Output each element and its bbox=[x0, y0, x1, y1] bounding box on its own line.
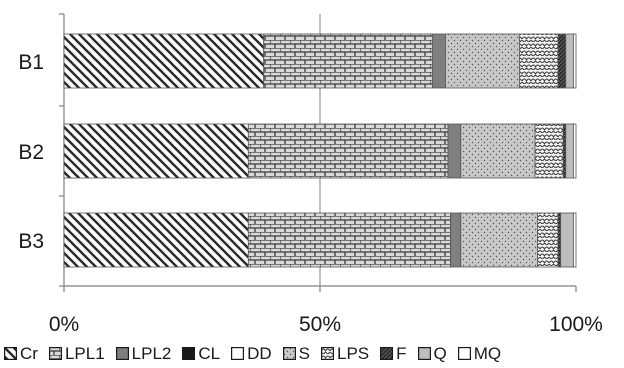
bar-b1-mq bbox=[573, 33, 577, 89]
bar-b3-lps bbox=[537, 212, 559, 268]
legend-swatch-f bbox=[380, 346, 394, 360]
x-tick-label: 100% bbox=[549, 313, 603, 336]
category-label-b2: B2 bbox=[18, 141, 44, 164]
bar-b2-mq bbox=[573, 123, 577, 179]
x-tick-label: 0% bbox=[49, 313, 79, 336]
legend-swatch-dd bbox=[231, 346, 245, 360]
legend-item-f: F bbox=[380, 343, 407, 363]
bar-b3-lpl2 bbox=[450, 212, 462, 268]
stacked-bar-chart: B1 B2 B3 0% 50% 100% bbox=[18, 13, 603, 336]
legend-item-q: Q bbox=[417, 343, 447, 363]
bar-segments bbox=[63, 33, 577, 268]
legend-label: Cr bbox=[20, 343, 38, 363]
legend-label: CL bbox=[198, 343, 221, 363]
bar-b2-lpl1 bbox=[247, 123, 449, 179]
legend-label: LPL2 bbox=[131, 343, 172, 363]
bar-b1-q bbox=[565, 33, 574, 89]
legend-item-lpl1: LPL1 bbox=[48, 343, 105, 363]
legend-swatch-cl bbox=[182, 346, 196, 360]
legend-label: DD bbox=[247, 343, 272, 363]
legend-item-cr: Cr bbox=[4, 345, 38, 362]
bar-b3-mq bbox=[573, 212, 577, 268]
bar-b3-s bbox=[460, 212, 538, 268]
bar-b2-lps bbox=[534, 123, 564, 179]
legend-item-s: S bbox=[282, 343, 310, 363]
bar-b3-q bbox=[560, 212, 574, 268]
bar-b3-lpl1 bbox=[247, 212, 451, 268]
legend-item-lpl2: LPL2 bbox=[115, 343, 172, 363]
legend-item-dd: DD bbox=[231, 345, 272, 362]
bar-b2-lpl2 bbox=[447, 123, 462, 179]
legend-label: Q bbox=[433, 343, 447, 363]
bar-b2-q bbox=[565, 123, 574, 179]
legend-swatch-q bbox=[417, 346, 431, 360]
legend-label: LPS bbox=[337, 343, 370, 363]
category-labels: B1 B2 B3 bbox=[18, 51, 44, 253]
legend-swatch-lpl2 bbox=[115, 346, 129, 360]
bar-b1-s bbox=[445, 33, 521, 89]
x-axis-ticks bbox=[63, 286, 577, 292]
y-axis-ticks bbox=[59, 13, 64, 287]
x-tick-label: 50% bbox=[299, 313, 341, 336]
legend-swatch-lps bbox=[321, 346, 334, 360]
legend-item-lps: LPS bbox=[321, 345, 369, 362]
bar-b1-lps bbox=[519, 33, 559, 89]
chart-legend: Cr LPL1 LPL2 CL DD S LPS F Q MQ bbox=[4, 341, 501, 365]
bar-b3-cr bbox=[63, 212, 249, 268]
x-tick-labels: 0% 50% 100% bbox=[49, 313, 603, 336]
bar-b1-f bbox=[557, 33, 567, 89]
legend-item-cl: CL bbox=[182, 345, 220, 362]
legend-swatch-cr bbox=[4, 346, 17, 360]
bar-b1-lpl2 bbox=[432, 33, 446, 89]
bar-b2-s bbox=[460, 123, 536, 179]
legend-swatch-mq bbox=[457, 346, 471, 360]
bar-b1-lpl1 bbox=[263, 33, 434, 89]
legend-label: LPL1 bbox=[64, 343, 105, 363]
bar-b2-cr bbox=[63, 123, 249, 179]
legend-swatch-s bbox=[282, 346, 296, 360]
legend-label: S bbox=[298, 343, 310, 363]
legend-swatch-lpl1 bbox=[48, 346, 62, 360]
legend-label: MQ bbox=[473, 343, 502, 363]
category-label-b1: B1 bbox=[18, 51, 44, 74]
legend-label: F bbox=[396, 343, 407, 363]
legend-item-mq: MQ bbox=[457, 343, 502, 363]
bar-b1-cr bbox=[63, 33, 265, 89]
category-label-b3: B3 bbox=[18, 230, 44, 253]
